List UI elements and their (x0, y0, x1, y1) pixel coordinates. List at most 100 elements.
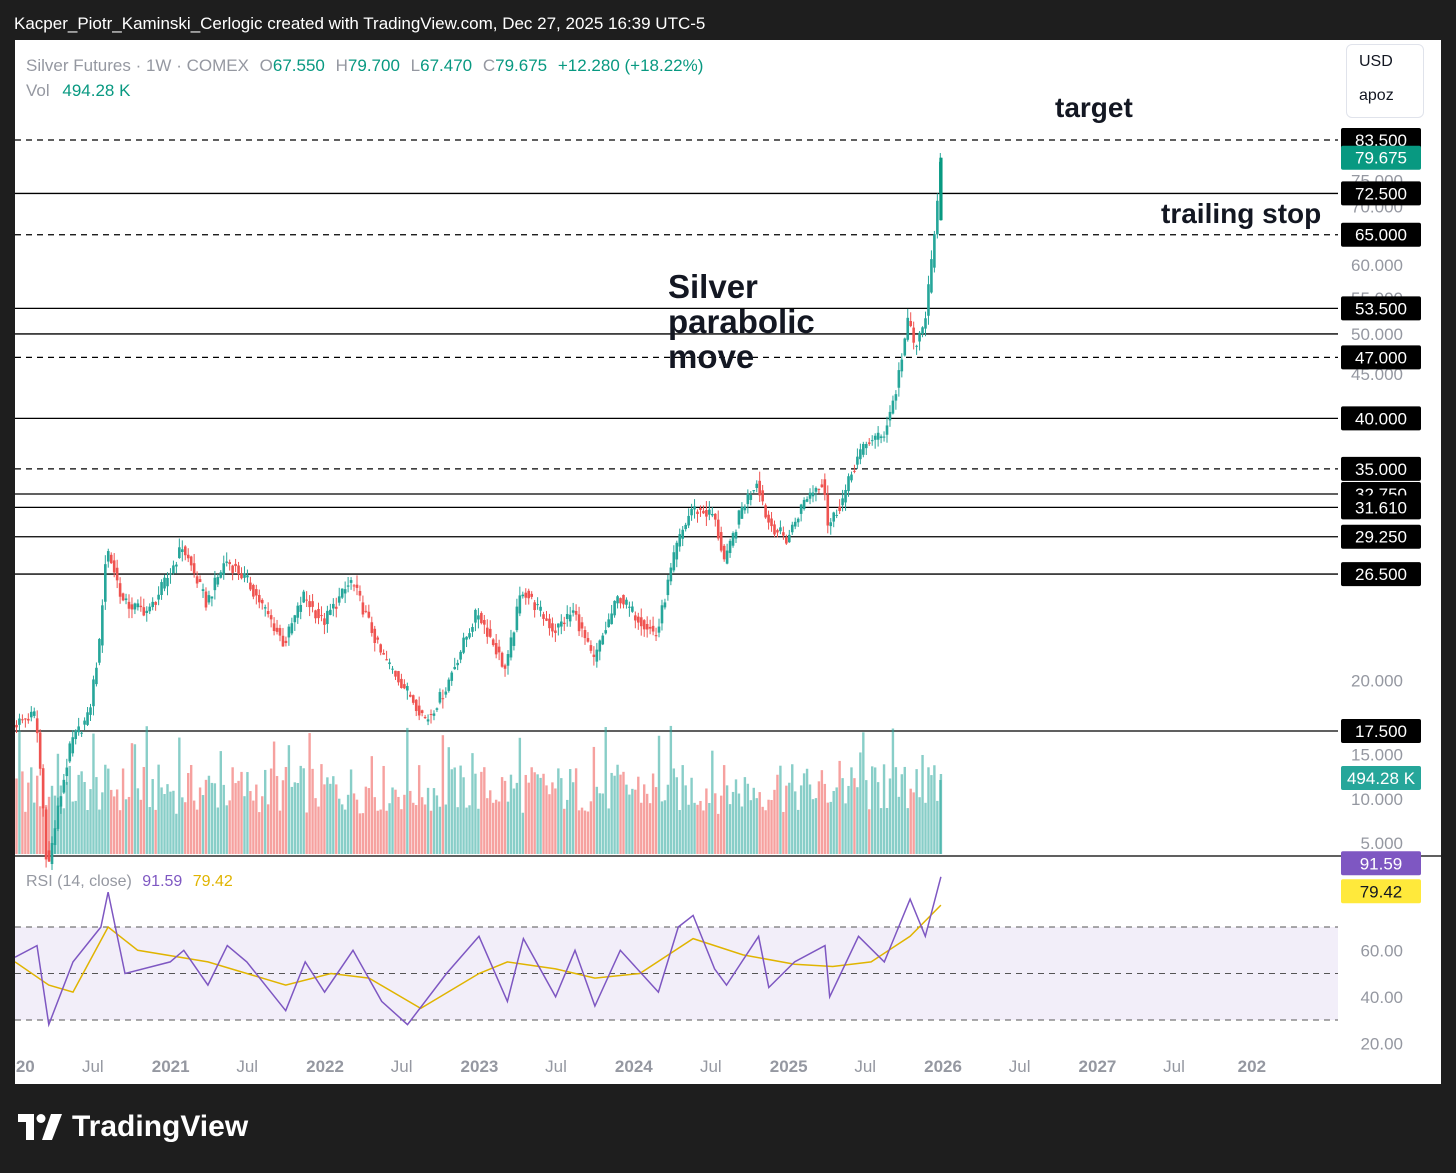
close-label: C (482, 56, 496, 75)
volume-bar (918, 797, 921, 854)
candle-body (787, 534, 791, 543)
candle-body (314, 610, 317, 619)
volume-bar (548, 794, 551, 854)
volume-bar (130, 743, 134, 854)
rsi-legend-label[interactable]: RSI (14, close) (26, 873, 132, 890)
candle-body (453, 666, 457, 670)
candle-body (373, 628, 377, 643)
candle-body (708, 509, 711, 515)
candle-body (716, 519, 720, 539)
candle-body (512, 632, 516, 646)
volume-bar (480, 771, 483, 854)
volume-bar (326, 777, 329, 854)
candle-body (500, 652, 504, 667)
volume-bar (264, 769, 267, 854)
candle-body (228, 562, 231, 565)
candle-body (118, 583, 122, 597)
currency-button[interactable]: USD (1359, 53, 1393, 70)
candle-body (699, 508, 702, 510)
candle-body (554, 630, 557, 633)
chart-svg[interactable]: 5.00010.00015.00020.00045.00050.00055.00… (15, 40, 1441, 1084)
unit-button[interactable]: apoz (1359, 87, 1394, 104)
volume-bar (92, 733, 95, 854)
candle-body (770, 518, 773, 527)
rsi-axis-tick: 60.00 (1360, 941, 1403, 960)
volume-bar (468, 805, 471, 854)
volume-bar (491, 802, 495, 854)
volume-bar (930, 775, 933, 854)
volume-value: 494.28 K (62, 81, 131, 100)
level-label: 72.500 (1355, 184, 1407, 203)
candle-body (272, 623, 276, 632)
volume-bar (841, 778, 844, 854)
candle-body (189, 556, 193, 566)
candle-body (856, 456, 859, 465)
volume-bar (826, 802, 829, 854)
time-axis-tick: Jul (236, 1057, 258, 1076)
volume-bar (509, 774, 513, 854)
candle-body (275, 627, 279, 632)
price-axis-tick: 5.000 (1360, 834, 1403, 853)
rsi-ma-legend-value: 79.42 (192, 873, 233, 890)
candle-body (204, 591, 208, 608)
candle-body (47, 850, 51, 862)
volume-bar (817, 781, 821, 854)
candle-body (719, 532, 723, 551)
candle-body (592, 654, 596, 657)
candle-body (607, 619, 610, 628)
candle-body (740, 506, 744, 519)
volume-bar (888, 778, 892, 854)
candle-body (148, 606, 152, 612)
volume-bar (21, 771, 24, 854)
rsi-value-label-box (1341, 851, 1421, 876)
volume-bar (678, 810, 681, 854)
level-label: 31.610 (1355, 498, 1407, 517)
candle-body (29, 711, 33, 718)
volume-bar (349, 769, 353, 854)
candle-body (503, 665, 507, 669)
candle-body (98, 639, 101, 663)
volume-bar (62, 808, 66, 854)
volume-bar (568, 769, 572, 854)
volume-bar (628, 794, 631, 854)
symbol-name[interactable]: Silver Futures · 1W · COMEX (26, 56, 249, 75)
time-axis-tick: 202 (1238, 1057, 1266, 1076)
candle-body (432, 713, 436, 716)
volume-bar (154, 809, 157, 854)
volume-bar (776, 774, 779, 854)
volume-bar (198, 787, 202, 854)
candle-body (702, 510, 705, 514)
volume-bar (651, 773, 655, 854)
candle-body (429, 714, 433, 716)
volume-bar (539, 777, 542, 854)
volume-bar (666, 784, 670, 854)
volume-bar (148, 807, 151, 854)
candle-body (62, 779, 66, 793)
chart-panel[interactable]: 5.00010.00015.00020.00045.00050.00055.00… (15, 40, 1441, 1084)
volume-bar (714, 793, 717, 854)
volume-bar (370, 756, 373, 854)
candle-body (423, 716, 427, 719)
volume-bar (465, 807, 468, 854)
volume-bar (423, 804, 427, 854)
open-label: O (259, 56, 273, 75)
candle-body (533, 602, 536, 611)
volume-bar (379, 809, 382, 854)
candle-body (68, 743, 72, 762)
candle-body (853, 470, 856, 472)
candle-body (370, 622, 374, 633)
high-value: 79.700 (347, 56, 400, 75)
candle-body (930, 259, 933, 293)
candle-body (657, 626, 661, 633)
volume-bar (95, 777, 98, 854)
low-value: 67.470 (420, 56, 473, 75)
candle-body (89, 707, 92, 715)
candle-body (382, 653, 385, 655)
candle-body (681, 529, 685, 539)
candle-body (127, 601, 131, 609)
candle-body (666, 579, 670, 596)
candle-body (847, 476, 850, 492)
rsi-legend: RSI (14, close) 91.59 79.42 (26, 873, 233, 891)
volume-bar (631, 788, 634, 854)
volume-bar (293, 782, 297, 854)
